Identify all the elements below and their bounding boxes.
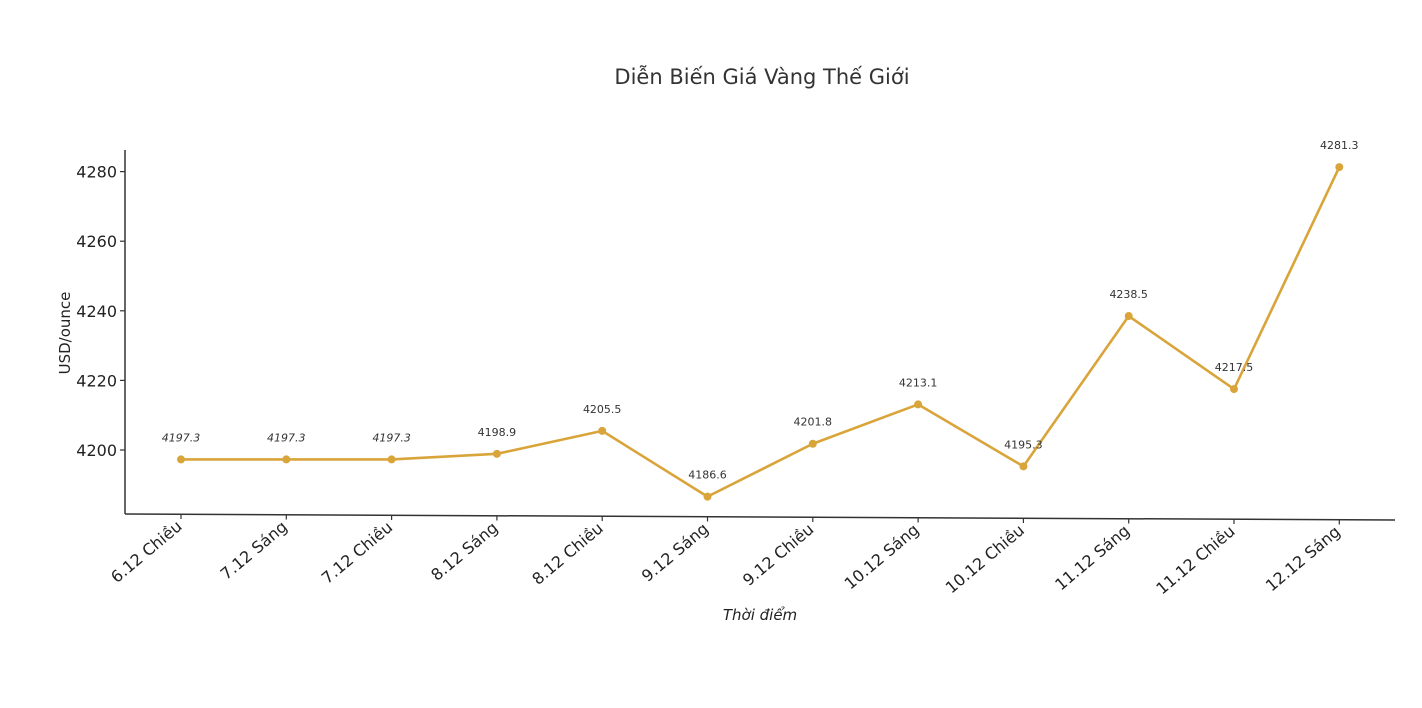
x-tick-label: 7.12 Sáng: [217, 517, 291, 584]
data-point: [598, 426, 607, 435]
y-tick-label: 4220: [76, 371, 117, 390]
y-axis-ticks: 4200 4220 4240 4260 4280: [76, 163, 125, 460]
data-label: 4217.5: [1215, 361, 1254, 374]
data-point: [492, 449, 501, 458]
x-tick-label: 7.12 Chiều: [318, 518, 396, 588]
data-label: 4205.5: [583, 403, 622, 416]
chart-title: Diễn Biến Giá Vàng Thế Giới: [614, 64, 909, 89]
data-label: 4195.3: [1004, 438, 1043, 451]
x-tick-label: 11.12 Chiều: [1152, 522, 1238, 599]
x-tick-label: 9.12 Chiều: [739, 520, 817, 590]
x-axis: [124, 513, 1396, 521]
data-label: 4197.3: [162, 431, 201, 444]
y-tick-label: 4200: [76, 441, 117, 460]
data-label: 4281.3: [1320, 139, 1359, 152]
x-tick-label: 10.12 Sáng: [841, 520, 923, 593]
data-label: 4201.8: [794, 416, 833, 429]
x-tick-label: 11.12 Sáng: [1051, 521, 1133, 594]
data-label: 4197.3: [372, 431, 411, 444]
x-axis-ticks: 6.12 Chiều 7.12 Sáng 7.12 Chiều 8.12 Sáng 8.…: [107, 514, 1344, 598]
x-tick-label: 8.12 Sáng: [427, 518, 501, 585]
data-point: [1019, 462, 1028, 471]
x-axis-label: Thời điểm: [723, 606, 797, 624]
data-point: [1230, 385, 1238, 394]
x-tick-label: 8.12 Chiều: [528, 519, 606, 589]
data-point: [703, 492, 712, 501]
data-label: 4198.9: [478, 426, 517, 439]
series-gold-price: [177, 163, 1344, 501]
y-tick-label: 4260: [76, 232, 117, 251]
x-tick-label: 6.12 Chiều: [107, 517, 185, 587]
data-label: 4213.1: [899, 376, 938, 389]
data-point: [282, 455, 291, 464]
data-point: [1335, 163, 1344, 172]
data-point: [177, 455, 185, 464]
series-line: [181, 166, 1341, 498]
data-point: [808, 439, 817, 448]
data-labels: 4197.3 4197.3 4197.3 4198.9 4205.5 4186.6 4201…: [162, 139, 1359, 482]
data-point: [387, 455, 396, 464]
y-axis-label: USD/ounce: [56, 292, 74, 375]
data-label: 4186.6: [688, 469, 727, 482]
y-tick-label: 4280: [76, 163, 117, 182]
x-tick-label: 12.12 Sáng: [1262, 522, 1344, 595]
data-label: 4197.3: [267, 431, 306, 444]
data-label: 4238.5: [1109, 288, 1148, 301]
x-tick-label: 9.12 Sáng: [638, 519, 712, 586]
data-point: [914, 400, 923, 409]
y-tick-label: 4240: [76, 302, 117, 321]
data-point: [1124, 312, 1133, 321]
x-tick-label: 10.12 Chiều: [942, 521, 1028, 598]
